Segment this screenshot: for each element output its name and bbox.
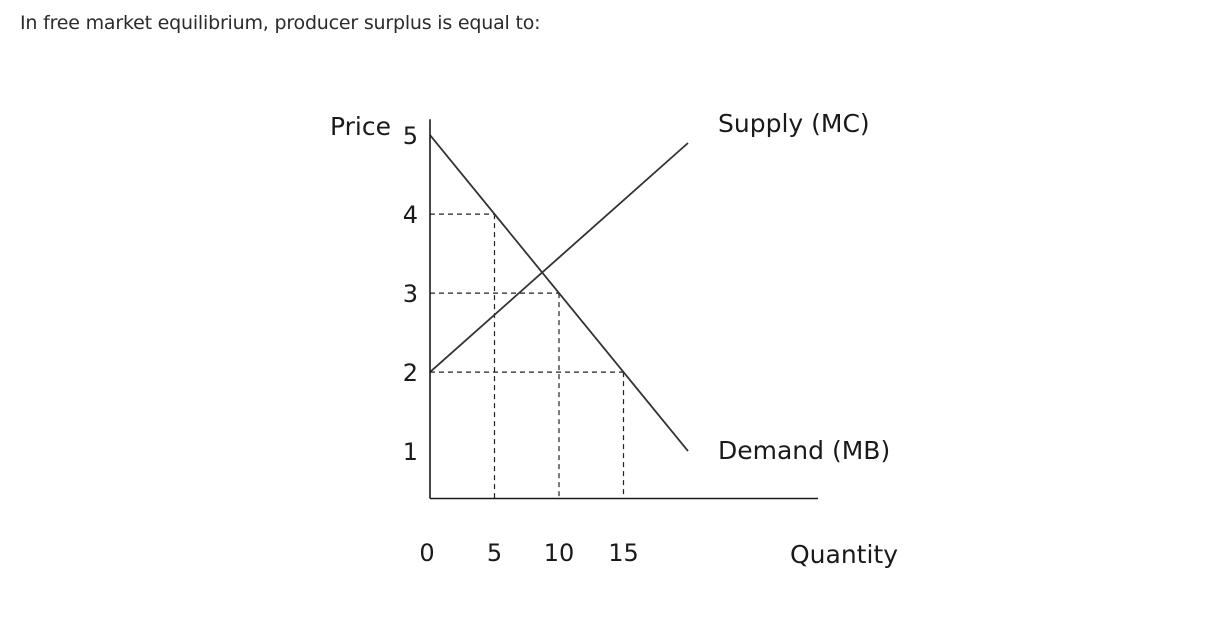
x-tick-label: 10 xyxy=(544,539,575,567)
y-tick-label: 1 xyxy=(403,438,418,466)
y-tick-label: 3 xyxy=(403,280,418,308)
demand-label: Demand (MB) xyxy=(718,436,890,465)
x-axis-label: Quantity xyxy=(790,540,898,569)
y-axis-label: Price xyxy=(330,112,391,141)
x-tick-label: 15 xyxy=(608,539,639,567)
tick-labels: 1 2 3 4 5 0 5 10 15 xyxy=(403,122,639,567)
y-tick-label: 2 xyxy=(403,359,418,387)
x-tick-label: 0 xyxy=(419,539,434,567)
curve-labels: Supply (MC) Demand (MB) xyxy=(718,109,890,465)
y-tick-label: 5 xyxy=(403,122,418,150)
axes xyxy=(429,119,818,500)
x-tick-label: 5 xyxy=(487,539,502,567)
supply-label: Supply (MC) xyxy=(718,109,870,138)
demand-line xyxy=(429,134,689,452)
curves xyxy=(429,134,689,452)
supply-line xyxy=(429,142,689,373)
guide-lines xyxy=(430,213,625,499)
question-text: In free market equilibrium, producer sur… xyxy=(20,12,541,34)
y-tick-label: 4 xyxy=(403,201,418,229)
